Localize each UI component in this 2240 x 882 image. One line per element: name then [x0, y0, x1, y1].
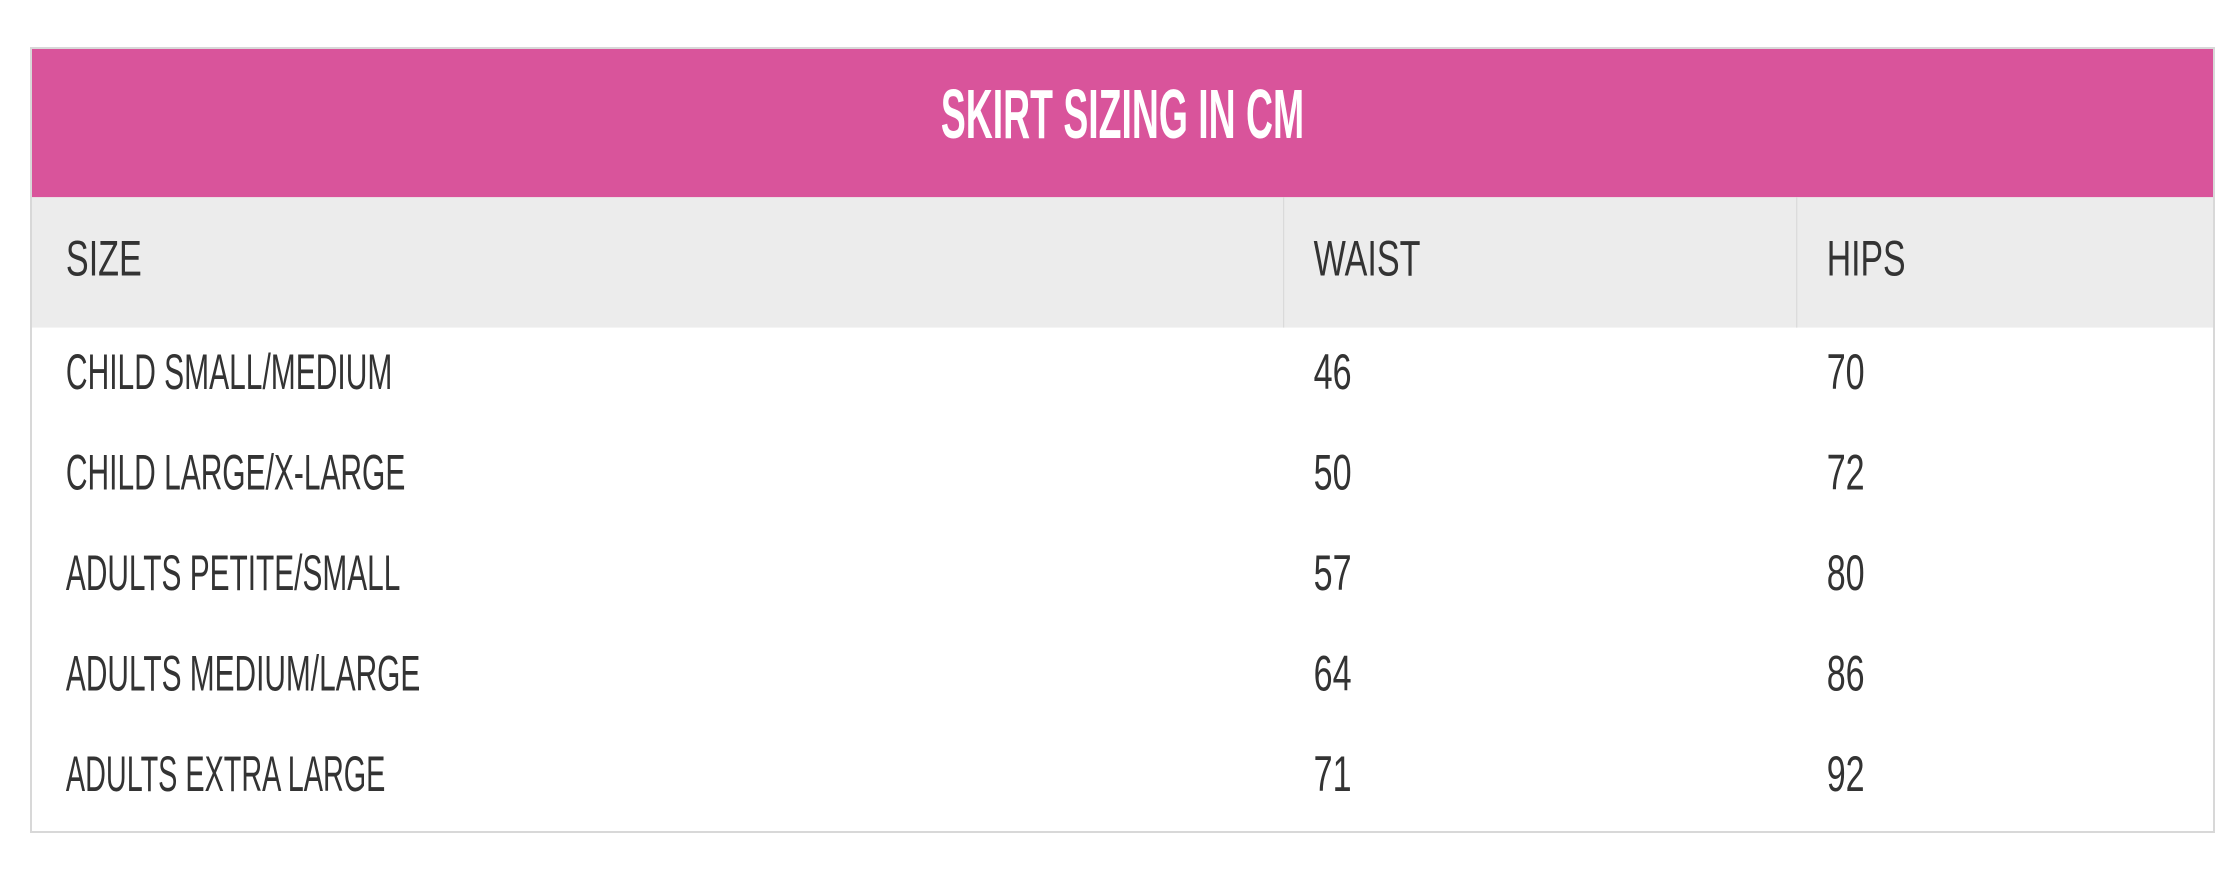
svg-text:86: 86	[1827, 645, 1865, 701]
svg-text:ADULTS PETITE/SMALL: ADULTS PETITE/SMALL	[66, 545, 400, 601]
svg-text:SIZE: SIZE	[66, 230, 142, 286]
svg-text:72: 72	[1827, 444, 1865, 500]
svg-text:46: 46	[1314, 344, 1352, 400]
svg-text:CHILD SMALL/MEDIUM: CHILD SMALL/MEDIUM	[66, 344, 392, 400]
svg-text:SKIRT SIZING IN CM: SKIRT SIZING IN CM	[941, 75, 1304, 153]
svg-text:71: 71	[1314, 746, 1352, 802]
svg-text:ADULTS EXTRA LARGE: ADULTS EXTRA LARGE	[66, 746, 385, 802]
svg-text:HIPS: HIPS	[1827, 230, 1906, 286]
svg-text:WAIST: WAIST	[1314, 230, 1421, 286]
svg-text:92: 92	[1827, 746, 1865, 802]
svg-text:ADULTS MEDIUM/LARGE: ADULTS MEDIUM/LARGE	[66, 645, 420, 701]
svg-text:57: 57	[1314, 545, 1352, 601]
svg-text:70: 70	[1827, 344, 1865, 400]
svg-text:50: 50	[1314, 444, 1352, 500]
svg-text:64: 64	[1314, 645, 1352, 701]
svg-text:80: 80	[1827, 545, 1865, 601]
svg-text:CHILD LARGE/X-LARGE: CHILD LARGE/X-LARGE	[66, 444, 405, 500]
